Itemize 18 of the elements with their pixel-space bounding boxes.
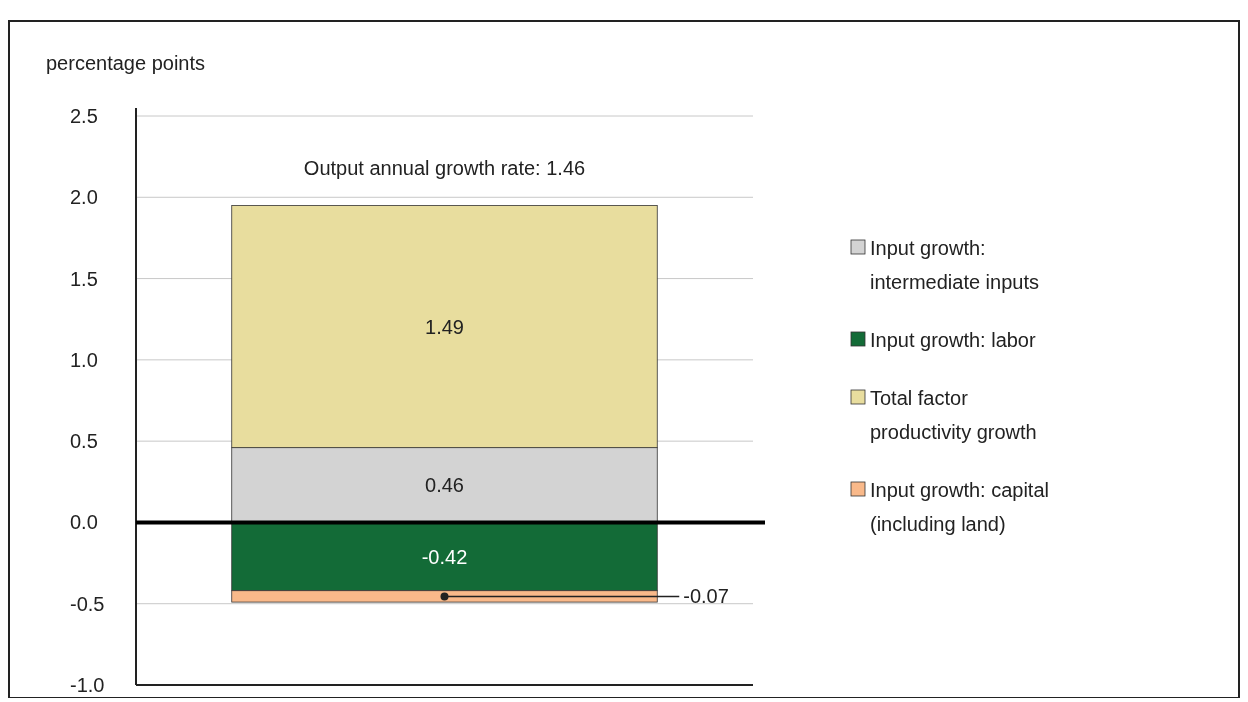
y-tick-label: 2.0 [70,186,98,209]
y-tick-label: 0.0 [70,511,98,534]
legend-label: Total factor productivity growth [870,387,1037,443]
data-label: 1.49 [425,315,464,338]
data-label: 0.46 [425,474,464,497]
y-tick-label: -1.0 [70,674,105,696]
y-axis-title: percentage points [46,52,206,74]
y-tick-label: 2.5 [70,105,98,127]
data-label: -0.07 [683,585,729,608]
legend-label: Input growth: capital (including land) [870,479,1049,535]
legend-label: Input growth: labor [870,329,1036,351]
data-label: -0.42 [421,545,468,568]
y-tick-label: -0.5 [70,592,105,615]
annotation: Output annual growth rate: 1.46 [303,157,586,180]
y-tick-label: 1.5 [70,267,98,290]
y-tick-label: 1.0 [70,348,98,371]
legend-label: Input growth: intermediate inputs [870,237,1039,293]
y-tick-label: 0.5 [70,430,98,453]
